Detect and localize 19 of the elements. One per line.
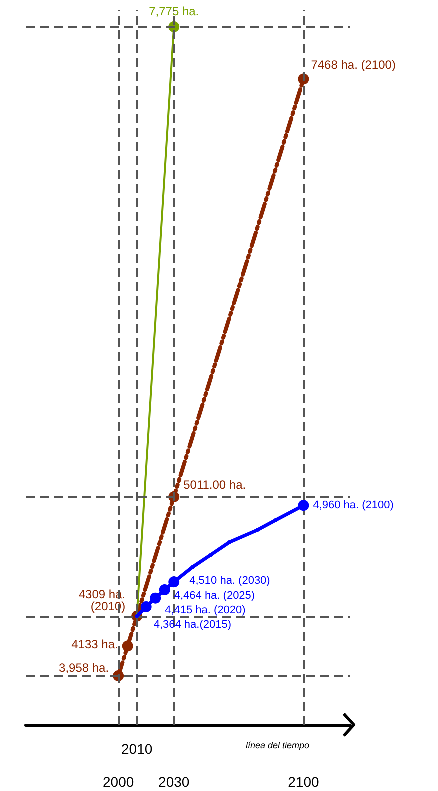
- point: [209, 552, 214, 557]
- data-label: 7,775 ha.: [149, 4, 200, 19]
- x-tick-label: 2100: [288, 774, 320, 790]
- data-label: 4,960 ha. (2100): [313, 500, 394, 512]
- point: [122, 640, 134, 652]
- data-label: 5011.00 ha.: [184, 478, 246, 492]
- point: [255, 528, 260, 532]
- point: [228, 540, 232, 544]
- data-label: 4133 ha.: [72, 637, 118, 652]
- data-label: 3,958 ha.: [59, 661, 110, 676]
- x-tick-label: 2030: [158, 774, 190, 790]
- point: [190, 565, 195, 570]
- data-label: 4,364 ha.(2015): [154, 618, 232, 631]
- x-tick-label: 2000: [102, 774, 134, 790]
- data-label: 7468 ha. (2100): [311, 58, 396, 72]
- data-label: 4,510 ha. (2030): [190, 575, 270, 588]
- x-axis-title: línea del tiempo: [246, 740, 310, 750]
- text: 2010: [122, 741, 153, 757]
- point: [274, 518, 278, 522]
